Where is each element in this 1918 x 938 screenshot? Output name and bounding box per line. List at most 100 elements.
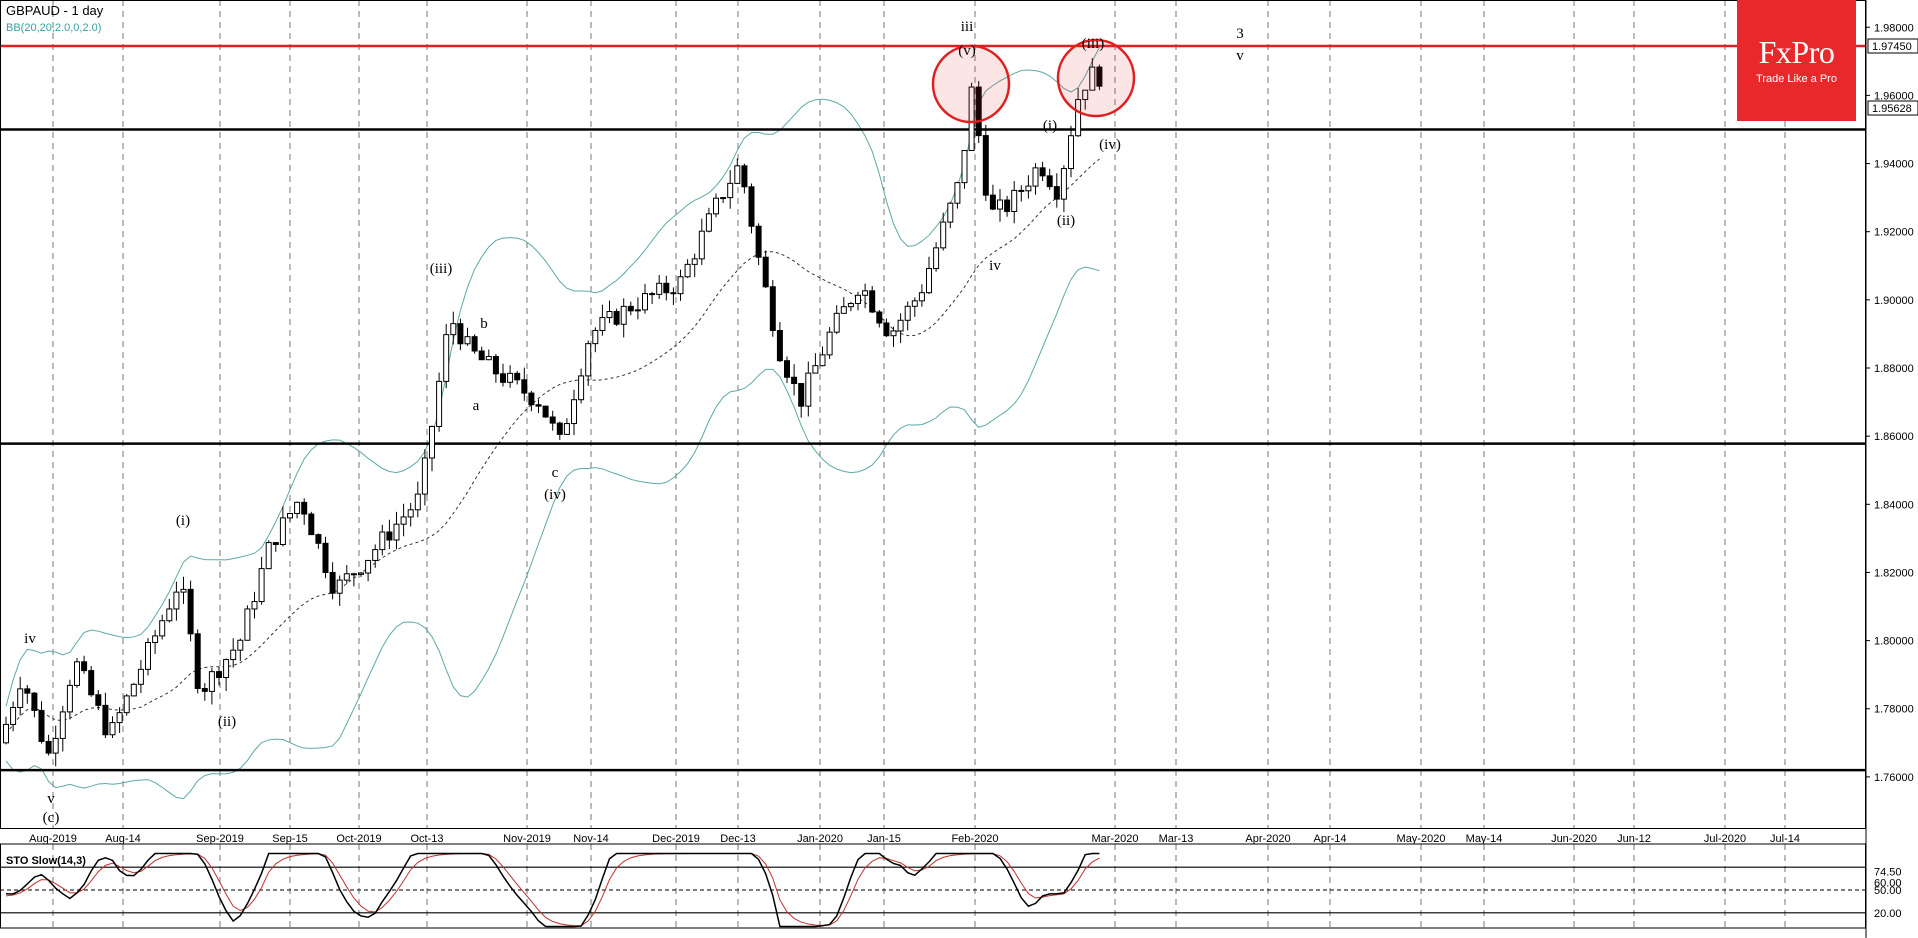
candle-body [827,332,832,355]
current-price-tag: 1.95628 [1872,103,1912,115]
candle-body [174,592,179,609]
candle-body [415,494,420,510]
candle-body [451,324,456,335]
candle-body [543,406,548,417]
bb-middle-line [6,159,1099,734]
candle-body [1033,168,1038,186]
wave-labels: ivv(c)(i)(ii)(iii)bac(iv)iii(v)iv(i)(ii)… [24,19,1244,826]
candle-body [89,671,94,695]
x-tick-label: Feb-2020 [951,833,998,845]
wave-label: (i) [176,513,190,529]
candle-body [1026,186,1031,191]
candle-body [266,543,271,569]
candle-body [231,650,236,659]
candle-body [912,301,917,306]
chart-title: GBPAUD - 1 day [6,3,103,18]
wave-label: iv [24,631,36,647]
candle-body [401,517,406,524]
candle-body [146,643,151,670]
candle-body [458,324,463,344]
y-tick-label: 1.86000 [1874,431,1914,443]
candle-body [962,151,967,183]
x-tick-label: Jul-2020 [1704,833,1746,845]
candle-body [39,710,44,741]
candle-body [927,269,932,293]
candle-body [508,373,513,382]
candle-body [259,569,264,602]
candle-body [437,381,442,426]
sto-axis-label: 50.00 [1874,885,1902,897]
candle-body [990,195,995,209]
wave-label: (iii) [430,261,453,277]
x-tick-label: May-2020 [1397,833,1446,845]
candle-body [671,293,676,294]
candle-body [366,560,371,573]
x-tick-label: Oct-13 [410,833,443,845]
resistance-price-tag: 1.97450 [1872,41,1912,53]
candle-body [1040,168,1045,176]
candle-body [643,294,648,310]
candle-body [202,689,207,692]
candle-body [614,312,619,325]
wave-label: (iii) [1082,36,1105,52]
candle-body [18,689,23,708]
candle-body [685,264,690,276]
candle-body [124,696,129,713]
candle-body [522,380,527,393]
y-tick-label: 1.98000 [1874,22,1914,34]
candle-body [948,203,953,222]
candle-body [11,707,16,724]
candle-body [67,685,72,711]
candle-body [1061,169,1066,200]
fxpro-logo: FxPro Trade Like a Pro [1737,0,1856,121]
x-tick-label: Oct-2019 [336,833,381,845]
candle-body [1005,200,1010,211]
y-tick-label: 1.88000 [1874,363,1914,375]
candle-body [245,609,250,640]
logo-name: FxPro [1737,34,1856,71]
candle-body [75,662,80,686]
wave-label: (iv) [544,487,566,503]
candle-body [664,283,669,292]
candle-body [96,695,101,706]
candle-body [863,291,868,295]
candle-body [46,741,51,753]
candle-body [209,672,214,692]
candle-body [628,306,633,310]
candle-body [841,307,846,314]
candle-body [479,351,484,360]
x-tick-label: Apr-14 [1313,833,1346,845]
candle-body [465,337,470,344]
y-tick-label: 1.78000 [1874,704,1914,716]
x-tick-label: Jul-14 [1770,833,1800,845]
candle-body [579,376,584,400]
candle-body [501,374,506,382]
x-tick-label: Jun-12 [1617,833,1651,845]
wave-label: v [1236,48,1244,64]
candle-body [493,357,498,374]
candle-body [337,580,342,593]
candle-body [983,136,988,196]
x-tick-label: Aug-2019 [29,833,77,845]
candle-body [728,183,733,197]
vertical-gridlines [53,0,1785,928]
candle-body [224,660,229,678]
candle-body [770,287,775,331]
candle-body [252,602,257,609]
candle-body [856,295,861,303]
candle-body [316,535,321,544]
candle-body [82,662,87,671]
candle-body [586,344,591,376]
candle-body [53,738,58,753]
candle-body [714,198,719,214]
sto-axis-label: 20.00 [1874,908,1902,920]
candle-body [699,231,704,259]
candle-body [848,304,853,307]
candle-body [4,724,9,742]
candle-body [351,574,356,575]
candle-body [1047,176,1052,187]
candle-body [160,621,165,636]
candle-body [891,331,896,336]
bollinger-label: BB(20,20,2.0,0,2.0) [6,22,101,34]
